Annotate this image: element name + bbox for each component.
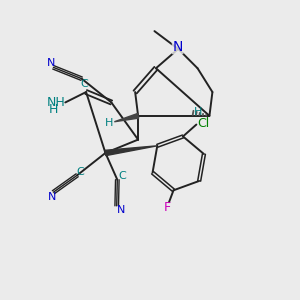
Text: H: H [194,107,202,117]
Text: C: C [80,79,88,89]
Text: H: H [105,118,113,128]
Polygon shape [114,113,139,122]
Text: F: F [164,201,171,214]
Text: Cl: Cl [197,117,209,130]
Text: C: C [119,171,127,181]
Text: N: N [48,192,56,202]
Text: N: N [172,40,183,54]
Text: NH: NH [47,96,66,109]
Text: H: H [49,103,58,116]
Text: C: C [77,167,85,177]
Text: N: N [117,205,125,215]
Polygon shape [105,146,157,156]
Text: N: N [47,58,55,68]
